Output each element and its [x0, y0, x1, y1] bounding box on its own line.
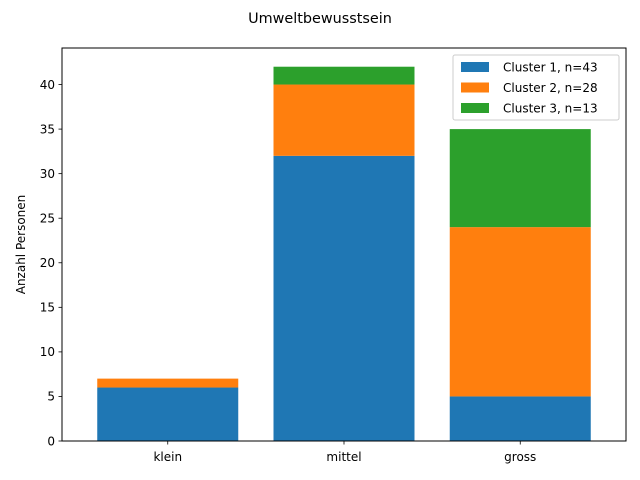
bars-layer: [97, 66, 591, 441]
x-tick-label-mittel: mittel: [326, 450, 361, 464]
legend-swatch-series-1: [461, 62, 489, 72]
y-tick-label: 5: [47, 390, 55, 404]
y-tick-label: 35: [40, 122, 55, 136]
legend-label-series-1: Cluster 1, n=43: [503, 61, 598, 75]
bar-gross-series-1: [449, 396, 591, 441]
legend-label-series-2: Cluster 2, n=28: [503, 81, 598, 95]
x-tick-label-gross: gross: [504, 450, 536, 464]
legend-swatch-series-3: [461, 103, 489, 113]
bar-mittel-series-1: [273, 155, 415, 441]
y-tick-label: 10: [40, 345, 55, 359]
bar-gross-series-3: [449, 129, 591, 228]
legend-label-series-3: Cluster 3, n=13: [503, 102, 598, 116]
bar-mittel-series-3: [273, 66, 415, 85]
y-tick-label: 15: [40, 301, 55, 315]
y-tick-label: 20: [40, 256, 55, 270]
bar-klein-series-1: [97, 387, 239, 441]
bar-mittel-series-2: [273, 84, 415, 156]
x-tick-label-klein: klein: [153, 450, 182, 464]
y-axis-ticks: 0 5 10 15 20 25 30 35 40: [40, 78, 62, 448]
x-axis-ticks: klein mittel gross: [153, 441, 536, 464]
y-tick-label: 25: [40, 212, 55, 226]
plot-area-frame: [61, 47, 627, 442]
y-tick-label: 40: [40, 78, 55, 92]
chart-title: Umweltbewusstsein: [248, 11, 392, 27]
y-tick-label: 0: [47, 434, 55, 448]
y-axis-label: Anzahl Personen: [14, 195, 28, 295]
bar-klein-series-2: [97, 378, 239, 388]
legend-frame: [452, 54, 620, 121]
legend-swatch-series-2: [461, 82, 489, 93]
y-tick-label: 30: [40, 167, 55, 181]
legend: Cluster 1, n=43 Cluster 2, n=28 Cluster 3,…: [452, 54, 620, 121]
bar-gross-series-2: [449, 227, 591, 397]
